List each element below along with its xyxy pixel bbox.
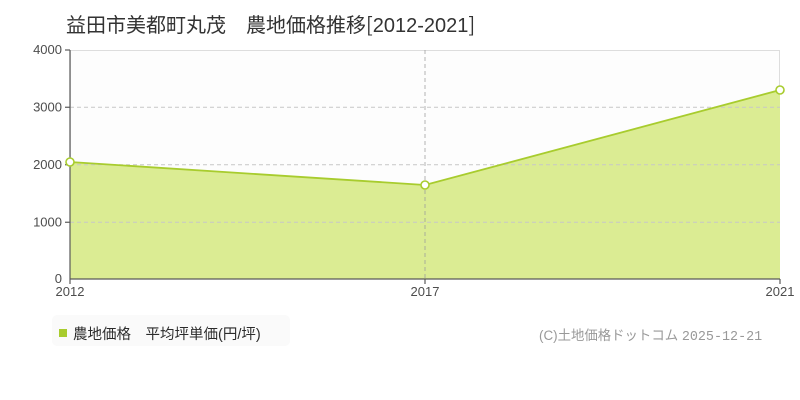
svg-text:4000: 4000 — [33, 42, 62, 57]
svg-text:2000: 2000 — [33, 157, 62, 172]
svg-text:3000: 3000 — [33, 100, 62, 115]
svg-text:2012: 2012 — [56, 284, 85, 299]
svg-text:1000: 1000 — [33, 215, 62, 230]
svg-text:2017: 2017 — [411, 284, 440, 299]
svg-text:2021: 2021 — [766, 284, 795, 299]
